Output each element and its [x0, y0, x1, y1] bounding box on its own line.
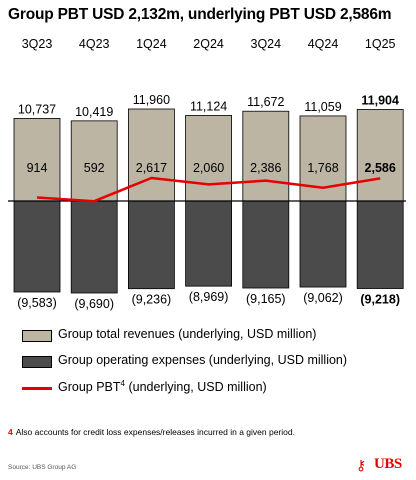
legend-swatch-expenses	[22, 356, 52, 368]
expense-value-label: (9,062)	[303, 291, 343, 305]
revenue-value-label: 11,960	[133, 93, 170, 107]
category-label: 4Q23	[79, 37, 110, 51]
legend-item-expenses: Group operating expenses (underlying, US…	[22, 352, 402, 378]
pbt-value-label: 592	[84, 161, 105, 175]
revenue-value-label: 11,124	[190, 99, 227, 113]
category-label: 3Q24	[251, 37, 282, 51]
expense-bar	[242, 200, 290, 289]
legend-item-revenues: Group total revenues (underlying, USD mi…	[22, 326, 402, 352]
revenue-value-label: 11,904	[361, 93, 399, 107]
source-note: Source: UBS Group AG	[8, 464, 77, 471]
pbt-value-label: 2,617	[136, 161, 167, 175]
revenue-bar	[356, 109, 404, 202]
revenue-value-label: 11,672	[247, 95, 284, 109]
pbt-value-label: 2,586	[365, 161, 396, 175]
expense-bar	[13, 200, 61, 293]
ubs-keys-icon: ⚷	[356, 457, 367, 473]
revenue-bar	[70, 120, 118, 202]
ubs-logo: ⚷ UBS	[356, 456, 412, 476]
legend-label-pbt-footnote: 4	[120, 379, 125, 388]
ubs-logo-text: UBS	[374, 456, 402, 472]
footnote-mark: 4	[8, 427, 13, 437]
legend-swatch-revenues	[22, 330, 52, 342]
revenue-bar	[242, 110, 290, 202]
legend-item-pbt: Group PBT4 (underlying, USD million)	[22, 378, 402, 404]
legend-label-pbt-main: Group PBT	[58, 380, 121, 395]
revenue-bar	[13, 118, 61, 202]
category-label: 4Q24	[308, 37, 339, 51]
revenue-value-label: 11,059	[304, 100, 341, 114]
expense-value-label: (9,236)	[132, 293, 172, 307]
expense-value-label: (9,690)	[74, 297, 114, 311]
legend-label-pbt: Group PBT4 (underlying, USD million)	[58, 379, 267, 394]
pbt-series-line	[36, 176, 381, 203]
footnote: 4 Also accounts for credit loss expenses/…	[8, 427, 295, 437]
expense-bar	[299, 200, 347, 288]
legend-swatch-pbt	[22, 387, 52, 390]
expense-bar	[70, 200, 118, 294]
expense-bar	[356, 200, 404, 289]
revenue-bar	[185, 115, 233, 202]
pbt-value-label: 1,768	[307, 161, 338, 175]
expense-value-label: (9,165)	[246, 292, 286, 306]
legend-label-pbt-tail: (underlying, USD million)	[124, 380, 267, 395]
category-label: 3Q23	[22, 37, 53, 51]
category-label: 1Q25	[365, 37, 396, 51]
chart-title: Group PBT USD 2,132m, underlying PBT USD…	[8, 6, 392, 23]
expense-value-label: (9,218)	[360, 293, 400, 307]
category-label: 1Q24	[136, 37, 167, 51]
legend-label-revenues: Group total revenues (underlying, USD mi…	[58, 327, 317, 341]
pbt-value-label: 2,386	[250, 161, 281, 175]
pbt-bar-chart: 3Q23 4Q23 1Q24 2Q24 3Q24 4Q24 1Q25 10,737 10,419…	[8, 37, 406, 311]
expense-value-label: (9,583)	[17, 296, 57, 310]
expense-value-label: (8,969)	[189, 290, 229, 304]
legend-label-expenses: Group operating expenses (underlying, US…	[58, 353, 348, 367]
revenue-value-label: 10,419	[75, 105, 113, 119]
category-label: 2Q24	[193, 37, 224, 51]
pbt-value-label: 2,060	[193, 161, 224, 175]
legend: Group total revenues (underlying, USD mi…	[22, 326, 402, 404]
revenue-bar	[127, 108, 175, 202]
revenue-value-label: 10,737	[18, 102, 56, 116]
footnote-text: Also accounts for credit loss expenses/r…	[15, 427, 295, 437]
expense-bar	[185, 200, 233, 287]
pbt-value-label: 914	[27, 161, 48, 175]
expense-bar	[127, 200, 175, 290]
